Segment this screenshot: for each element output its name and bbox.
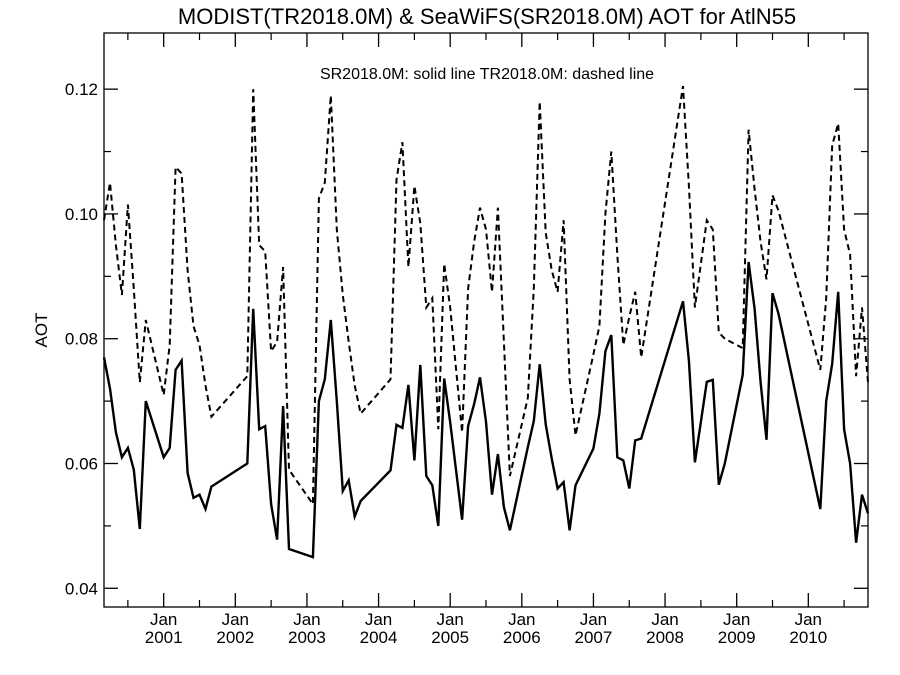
x-tick-label-month: Jan xyxy=(651,610,678,629)
x-tick-label-year: 2008 xyxy=(646,628,684,647)
series-line-sr2018-0m xyxy=(102,261,870,559)
y-axis: 0.04 0.06 0.08 0.10 0.12 xyxy=(65,80,868,598)
x-tick-label-year: 2004 xyxy=(360,628,398,647)
series-line-tr2018-0m xyxy=(103,85,869,508)
x-tick-label-month: Jan xyxy=(580,610,607,629)
plot-frame xyxy=(103,32,869,608)
x-tick-label-year: 2009 xyxy=(718,628,756,647)
y-tick-label: 0.08 xyxy=(65,330,98,349)
y-tick-label: 0.06 xyxy=(65,455,98,474)
x-tick-label-month: Jan xyxy=(508,610,535,629)
x-tick-label-year: 2002 xyxy=(216,628,254,647)
x-tick-label-year: 2006 xyxy=(503,628,541,647)
x-tick-label-month: Jan xyxy=(293,610,320,629)
x-tick-label-month: Jan xyxy=(222,610,249,629)
x-tick-label-month: Jan xyxy=(436,610,463,629)
x-tick-label-month: Jan xyxy=(150,610,177,629)
x-axis: Jan2001Jan2002Jan2003Jan2004Jan2005Jan20… xyxy=(127,33,845,647)
y-tick-label: 0.04 xyxy=(65,579,98,598)
chart-title: MODIST(TR2018.0M) & SeaWiFS(SR2018.0M) A… xyxy=(178,4,796,29)
x-tick-label-year: 2010 xyxy=(789,628,827,647)
y-tick-label: 0.12 xyxy=(65,80,98,99)
x-tick-label-month: Jan xyxy=(795,610,822,629)
y-axis-label: AOT xyxy=(32,313,51,348)
y-tick-label: 0.10 xyxy=(65,205,98,224)
legend-note: SR2018.0M: solid line TR2018.0M: dashed … xyxy=(320,66,654,83)
x-tick-label-month: Jan xyxy=(365,610,392,629)
x-tick-label-year: 2003 xyxy=(288,628,326,647)
x-tick-label-year: 2007 xyxy=(575,628,613,647)
x-tick-label-month: Jan xyxy=(723,610,750,629)
series-layer xyxy=(102,85,870,559)
x-tick-label-year: 2005 xyxy=(431,628,469,647)
x-tick-label-year: 2001 xyxy=(145,628,183,647)
